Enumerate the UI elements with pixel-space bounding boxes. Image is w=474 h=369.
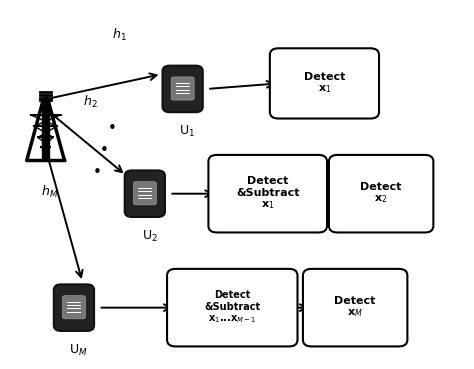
- FancyBboxPatch shape: [54, 284, 94, 331]
- Text: h$_2$: h$_2$: [83, 93, 98, 110]
- FancyBboxPatch shape: [163, 66, 203, 112]
- Text: U$_1$: U$_1$: [179, 124, 195, 139]
- FancyBboxPatch shape: [63, 296, 85, 319]
- FancyBboxPatch shape: [329, 155, 433, 232]
- FancyBboxPatch shape: [133, 182, 156, 205]
- Text: h$_M$: h$_M$: [41, 183, 58, 200]
- Text: h$_1$: h$_1$: [112, 27, 127, 44]
- Text: U$_2$: U$_2$: [142, 229, 157, 244]
- Text: Detect
x$_2$: Detect x$_2$: [360, 182, 402, 206]
- FancyBboxPatch shape: [209, 155, 327, 232]
- FancyBboxPatch shape: [171, 77, 194, 100]
- Text: Detect
&Subtract
x$_1$...x$_{M-1}$: Detect &Subtract x$_1$...x$_{M-1}$: [204, 290, 260, 325]
- Text: Detect
&Subtract
x$_1$: Detect &Subtract x$_1$: [236, 176, 300, 211]
- Text: Detect
x$_1$: Detect x$_1$: [304, 72, 345, 95]
- Text: •: •: [93, 165, 102, 180]
- FancyBboxPatch shape: [167, 269, 298, 346]
- Text: •: •: [100, 143, 109, 158]
- Text: U$_M$: U$_M$: [69, 342, 88, 358]
- FancyBboxPatch shape: [125, 170, 165, 217]
- Text: •: •: [107, 121, 116, 136]
- Text: Detect
x$_M$: Detect x$_M$: [335, 296, 376, 319]
- FancyBboxPatch shape: [270, 48, 379, 118]
- FancyBboxPatch shape: [303, 269, 407, 346]
